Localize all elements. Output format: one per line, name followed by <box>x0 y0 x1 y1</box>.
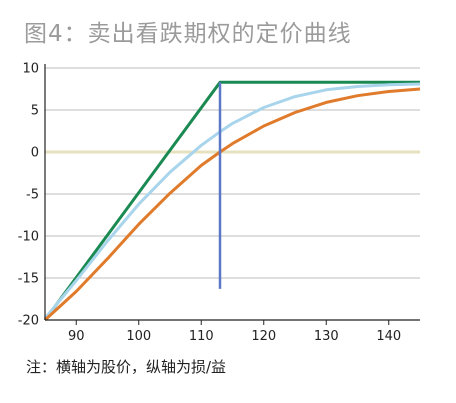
y-tick-label: -10 <box>18 230 39 245</box>
y-tick-label: -5 <box>26 188 39 203</box>
x-tick-label: 110 <box>189 329 214 344</box>
series-line-long-term <box>43 87 421 322</box>
x-tick-label: 90 <box>68 329 85 344</box>
axes <box>44 64 420 325</box>
x-tick-label: 100 <box>126 329 151 344</box>
axis-note: 注：横轴为股价，纵轴为损/益 <box>26 358 227 376</box>
y-tick-label: 10 <box>22 62 39 77</box>
series-line-short-term <box>43 82 421 320</box>
series-line-expiry-payoff <box>43 80 420 321</box>
x-tick-labels: 90 100 110 120 130 140 <box>68 329 401 344</box>
series-lines <box>43 80 421 322</box>
x-tick-label: 120 <box>251 329 276 344</box>
y-tick-label: -20 <box>18 314 39 329</box>
y-tick-label: 0 <box>31 146 39 161</box>
x-tick-label: 130 <box>314 329 339 344</box>
y-tick-label: 5 <box>31 104 39 119</box>
chart-title: 图4：卖出看跌期权的定价曲线 <box>24 21 352 47</box>
y-tick-label: -15 <box>18 272 39 287</box>
grid-lines <box>45 67 420 321</box>
y-tick-labels: 10 5 0 -5 -10 -15 -20 <box>18 62 39 329</box>
x-tick-label: 140 <box>376 329 401 344</box>
